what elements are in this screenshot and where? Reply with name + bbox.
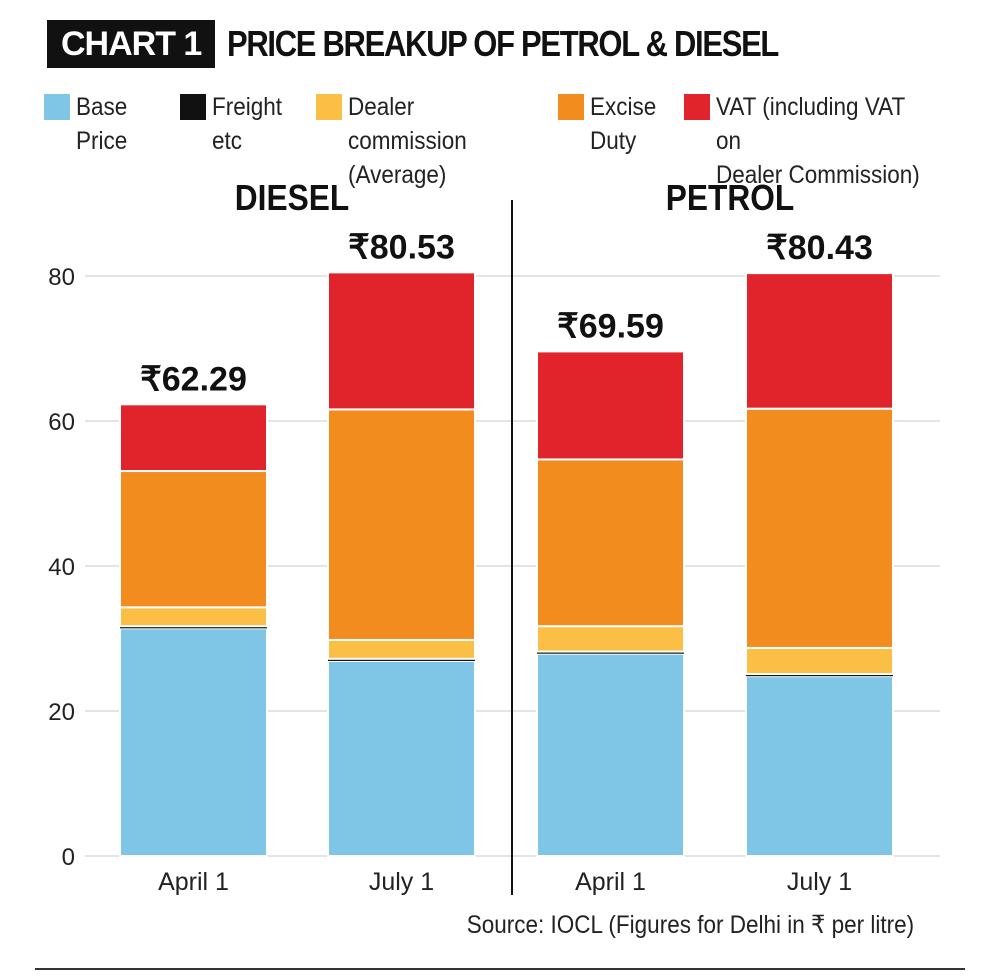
bar-segment [536,625,685,653]
legend-swatch [557,94,584,120]
bar-segment [327,638,476,660]
chart-title: PRICE BREAKUP OF PETROL & DIESEL [227,23,779,64]
x-tick-label: July 1 [787,868,852,896]
bar-segment [328,658,475,661]
legend-label: Dealer commission (Average) [348,93,468,189]
bar-segment [119,470,268,609]
bar-segment [120,626,267,629]
legend-label: Base Price [76,93,128,155]
bar-segment [119,606,268,628]
bar-segment [119,627,268,857]
legend-item: VAT (including VAT on Dealer Commission) [684,90,952,192]
y-tick-label: 0 [62,844,75,871]
group-title: DIESEL [235,178,349,218]
legend-label: Freight etc [212,93,283,155]
legend-item: Dealer commission (Average) [316,90,545,192]
legend: Base Price Freight etc Dealer commission (… [44,90,964,192]
x-tick-label: July 1 [369,868,434,896]
bar-segment [536,350,685,461]
legend-item: Freight etc [180,90,304,192]
bar-segment [745,646,894,676]
legend-label: VAT (including VAT on Dealer Commission) [716,93,921,189]
legend-item: Base Price [44,90,168,192]
bar-segment [327,408,476,641]
source-note: Source: IOCL (Figures for Delhi in ₹ per… [466,911,914,939]
legend-swatch [180,94,207,120]
bar-segment [327,271,476,411]
bar-segment [746,674,893,677]
chart-header: CHART 1 PRICE BREAKUP OF PETROL & DIESEL [47,20,868,68]
total-label: ₹80.53 [348,228,455,266]
legend-swatch [684,94,711,120]
legend-swatch [44,94,70,120]
x-tick-label: April 1 [575,868,646,896]
legend-item: Excise Duty [557,90,673,192]
total-label: ₹62.29 [140,360,247,398]
total-label: ₹80.43 [766,229,873,267]
total-label: ₹69.59 [557,307,664,345]
bar-segment [745,272,894,410]
y-tick-label: 80 [48,264,75,291]
bar-segment [536,652,685,857]
bar-segment [537,651,684,654]
legend-label: Excise Duty [589,93,657,155]
y-tick-label: 20 [48,699,75,726]
chart-number: CHART 1 [47,20,216,68]
bar-segment [536,458,685,628]
bar-segment [745,675,894,858]
x-tick-label: April 1 [158,868,229,896]
legend-swatch [316,94,343,120]
bar-segment [327,659,476,857]
y-tick-label: 40 [48,554,75,581]
bar-segment [119,403,268,473]
group-title: PETROL [666,178,794,218]
bar-segment [745,407,894,649]
y-tick-label: 60 [48,409,75,436]
bottom-rule [35,968,965,970]
